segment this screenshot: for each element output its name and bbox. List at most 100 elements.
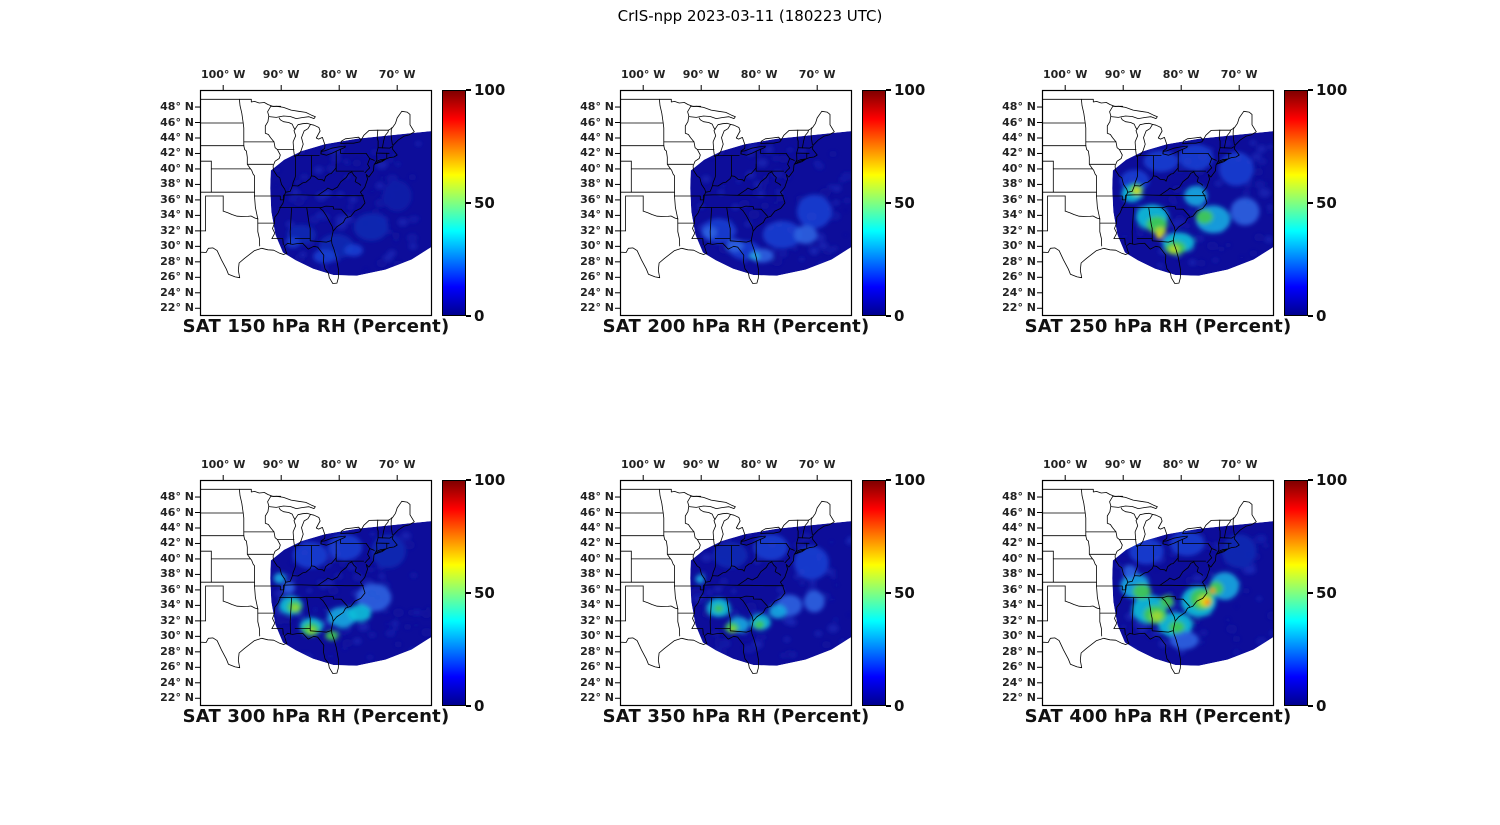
lat-tick-label: 46° N [580, 505, 614, 519]
lat-tick-label: 42° N [1002, 146, 1036, 160]
colorbar-tick-label: 50 [894, 584, 915, 602]
colorbar-tick [466, 89, 471, 91]
colorbar-tick [466, 479, 471, 481]
map-250hpa [1037, 85, 1275, 317]
lat-tick-label: 36° N [160, 582, 194, 596]
colorbar [1284, 90, 1308, 316]
lon-tick-label: 80° W [1162, 458, 1200, 471]
lat-tick-label: 22° N [580, 301, 614, 315]
lat-tick-label: 32° N [160, 223, 194, 237]
colorbar-tick [466, 315, 471, 317]
lat-tick-label: 36° N [580, 192, 614, 206]
lat-tick-label: 48° N [160, 490, 194, 504]
lat-tick-label: 40° N [580, 551, 614, 565]
colorbar-tick [886, 592, 891, 594]
lat-tick-label: 32° N [580, 613, 614, 627]
lat-tick-label: 26° N [160, 660, 194, 674]
colorbar-tick [1308, 479, 1313, 481]
colorbar [862, 90, 886, 316]
lat-tick-label: 26° N [1002, 270, 1036, 284]
panel-title: SAT 300 hPa RH (Percent) [182, 706, 450, 727]
map-panel-200hpa: SAT 200 hPa RH (Percent) 100° W 90° W 80° … [560, 60, 925, 360]
lon-tick-label: 90° W [262, 458, 300, 471]
colorbar-tick [1308, 89, 1313, 91]
lon-tick-label: 70° W [1220, 458, 1258, 471]
panel-title: SAT 200 hPa RH (Percent) [602, 316, 870, 337]
colorbar-tick [466, 202, 471, 204]
map-350hpa [615, 475, 853, 707]
colorbar-tick-label: 50 [894, 194, 915, 212]
lon-tick-label: 100° W [200, 68, 246, 81]
lon-tick-label: 70° W [1220, 68, 1258, 81]
lat-tick-label: 24° N [1002, 285, 1036, 299]
panel-title: SAT 150 hPa RH (Percent) [182, 316, 450, 337]
colorbar-tick [886, 202, 891, 204]
lat-tick-label: 40° N [1002, 161, 1036, 175]
lat-tick-label: 28° N [1002, 254, 1036, 268]
panel-title: SAT 350 hPa RH (Percent) [602, 706, 870, 727]
lat-tick-label: 38° N [160, 567, 194, 581]
lat-tick-label: 30° N [1002, 239, 1036, 253]
lat-tick-label: 44° N [160, 130, 194, 144]
colorbar-tick-label: 0 [474, 697, 485, 715]
colorbar-tick [1308, 315, 1313, 317]
lon-tick-label: 90° W [1104, 68, 1142, 81]
lon-tick-label: 90° W [262, 68, 300, 81]
lat-tick-label: 24° N [580, 285, 614, 299]
lat-tick-label: 28° N [580, 254, 614, 268]
lat-tick-label: 40° N [160, 161, 194, 175]
lat-tick-label: 38° N [1002, 177, 1036, 191]
lat-tick-label: 38° N [160, 177, 194, 191]
lon-tick-label: 100° W [1042, 458, 1088, 471]
colorbar-tick-label: 100 [894, 471, 926, 489]
colorbar-tick-label: 100 [474, 81, 506, 99]
lat-tick-label: 30° N [1002, 629, 1036, 643]
lat-tick-label: 30° N [160, 629, 194, 643]
lon-tick-label: 80° W [740, 458, 778, 471]
lon-tick-label: 70° W [798, 458, 836, 471]
colorbar-tick-label: 100 [894, 81, 926, 99]
colorbar-tick [1308, 592, 1313, 594]
lat-tick-label: 26° N [1002, 660, 1036, 674]
lat-tick-label: 42° N [1002, 536, 1036, 550]
lat-tick-label: 34° N [160, 208, 194, 222]
lat-tick-label: 24° N [580, 675, 614, 689]
lat-tick-label: 22° N [1002, 301, 1036, 315]
map-200hpa [615, 85, 853, 317]
lon-tick-label: 100° W [620, 458, 666, 471]
lat-tick-label: 44° N [1002, 130, 1036, 144]
lat-tick-label: 36° N [580, 582, 614, 596]
lat-tick-label: 30° N [580, 239, 614, 253]
lat-tick-label: 44° N [1002, 520, 1036, 534]
lat-tick-label: 28° N [160, 644, 194, 658]
lat-tick-label: 46° N [1002, 505, 1036, 519]
map-300hpa [195, 475, 433, 707]
lat-tick-label: 46° N [160, 505, 194, 519]
colorbar-tick-label: 0 [894, 307, 905, 325]
colorbar-tick-label: 50 [474, 194, 495, 212]
lat-tick-label: 42° N [160, 146, 194, 160]
lat-tick-label: 44° N [580, 520, 614, 534]
lat-tick-label: 40° N [580, 161, 614, 175]
lat-tick-label: 38° N [1002, 567, 1036, 581]
lat-tick-label: 42° N [580, 536, 614, 550]
lat-tick-label: 44° N [160, 520, 194, 534]
lat-tick-label: 26° N [580, 660, 614, 674]
lon-tick-label: 90° W [1104, 458, 1142, 471]
lat-tick-label: 32° N [1002, 613, 1036, 627]
lat-tick-label: 26° N [580, 270, 614, 284]
lat-tick-label: 34° N [1002, 208, 1036, 222]
map-panel-150hpa: SAT 150 hPa RH (Percent) 100° W 90° W 80° … [140, 60, 505, 360]
lat-tick-label: 38° N [580, 567, 614, 581]
map-panel-300hpa: SAT 300 hPa RH (Percent) 100° W 90° W 80° … [140, 450, 505, 750]
lat-tick-label: 34° N [580, 208, 614, 222]
lat-tick-label: 42° N [160, 536, 194, 550]
colorbar-tick-label: 50 [1316, 584, 1337, 602]
lon-tick-label: 90° W [682, 68, 720, 81]
lat-tick-label: 24° N [160, 285, 194, 299]
lat-tick-label: 22° N [580, 691, 614, 705]
map-150hpa [195, 85, 433, 317]
lon-tick-label: 100° W [200, 458, 246, 471]
lat-tick-label: 48° N [1002, 100, 1036, 114]
